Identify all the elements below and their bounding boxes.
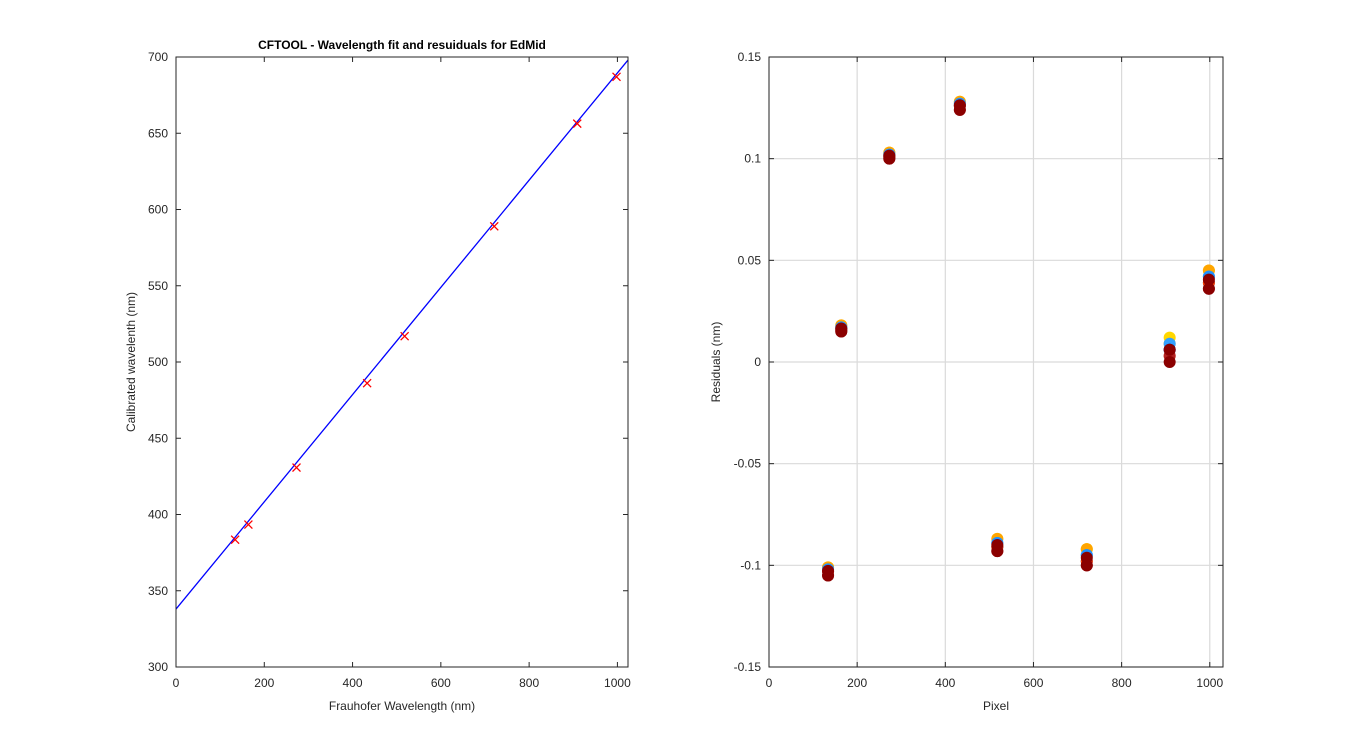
residual-point xyxy=(835,322,848,335)
marker-stroke xyxy=(362,378,372,388)
left-data xyxy=(175,59,629,610)
left-x-axis-label: Frauhofer Wavelength (nm) xyxy=(329,699,475,713)
x-tick-label: 600 xyxy=(431,676,451,690)
residual-point xyxy=(953,99,966,112)
right-x-axis-label: Pixel xyxy=(983,699,1009,713)
y-tick-label: 600 xyxy=(148,203,168,217)
y-tick-label: 0.05 xyxy=(738,253,762,267)
marker-stroke xyxy=(612,72,621,82)
residual-point xyxy=(1163,343,1176,356)
x-tick-label: 200 xyxy=(254,676,274,690)
x-tick-label: 1000 xyxy=(1196,676,1223,690)
x-tick-label: 0 xyxy=(766,676,773,690)
data-point-marker xyxy=(400,331,410,341)
y-tick-label: 550 xyxy=(148,279,168,293)
left-axes-box xyxy=(175,56,629,668)
x-tick-label: 1000 xyxy=(604,676,631,690)
left-plot-area xyxy=(176,57,628,667)
residual-point xyxy=(1080,551,1093,564)
x-tick-label: 800 xyxy=(519,676,539,690)
data-point-marker xyxy=(230,535,240,545)
y-tick-label: 300 xyxy=(148,660,168,674)
marker-stroke xyxy=(292,463,301,472)
right-data xyxy=(822,95,1215,582)
residual-point xyxy=(883,149,896,162)
y-tick-label: 350 xyxy=(148,584,168,598)
y-tick-label: 0 xyxy=(754,355,761,369)
y-tick-label: 0.15 xyxy=(738,50,762,64)
left-y-axis-label: Calibrated wavelenth (nm) xyxy=(124,292,138,432)
right-axes-box xyxy=(768,56,1224,668)
left-axes: CFTOOL - Wavelength fit and resuiduals f… xyxy=(124,38,631,713)
marker-stroke xyxy=(243,520,253,530)
data-point-marker xyxy=(292,463,301,472)
x-tick-label: 400 xyxy=(343,676,363,690)
y-tick-label: -0.1 xyxy=(740,558,761,572)
data-point-marker xyxy=(612,72,621,82)
x-tick-label: 400 xyxy=(935,676,955,690)
data-point-marker xyxy=(489,221,499,231)
data-point-marker xyxy=(243,520,253,530)
data-point-marker xyxy=(362,378,372,388)
y-tick-label: 500 xyxy=(148,355,168,369)
y-tick-label: 0.1 xyxy=(744,152,761,166)
y-tick-label: 650 xyxy=(148,126,168,140)
x-tick-label: 200 xyxy=(847,676,867,690)
marker-stroke xyxy=(400,331,410,341)
right-y-axis-label: Residuals (nm) xyxy=(709,322,723,403)
marker-stroke xyxy=(489,221,499,231)
y-tick-label: 450 xyxy=(148,431,168,445)
x-tick-label: 600 xyxy=(1023,676,1043,690)
data-point-marker xyxy=(572,119,582,129)
right-axes: 0 200 400 600 800 1000 -0.15 -0.1 -0.05 0 0.05 0.1 0… xyxy=(709,50,1224,713)
residual-point xyxy=(991,539,1004,551)
y-tick-label: 400 xyxy=(148,508,168,522)
y-tick-label: 700 xyxy=(148,50,168,64)
x-tick-label: 800 xyxy=(1112,676,1132,690)
residual-point xyxy=(822,564,835,577)
marker-stroke xyxy=(572,119,582,129)
residual-point xyxy=(1202,282,1215,295)
left-chart-title: CFTOOL - Wavelength fit and resuiduals f… xyxy=(258,38,546,52)
x-tick-label: 0 xyxy=(173,676,180,690)
left-ticks: 0 200 400 600 800 1000 300 350 400 450 500 550 600 65… xyxy=(148,50,631,690)
residual-point xyxy=(1202,273,1215,286)
marker-stroke xyxy=(230,535,240,545)
y-tick-label: -0.05 xyxy=(734,457,762,471)
fit-line xyxy=(175,59,629,610)
right-ticks: 0 200 400 600 800 1000 -0.15 -0.1 -0.05 0 0.05 0.1 0… xyxy=(734,50,1224,690)
residual-point xyxy=(1163,356,1176,368)
y-tick-label: -0.15 xyxy=(734,660,762,674)
